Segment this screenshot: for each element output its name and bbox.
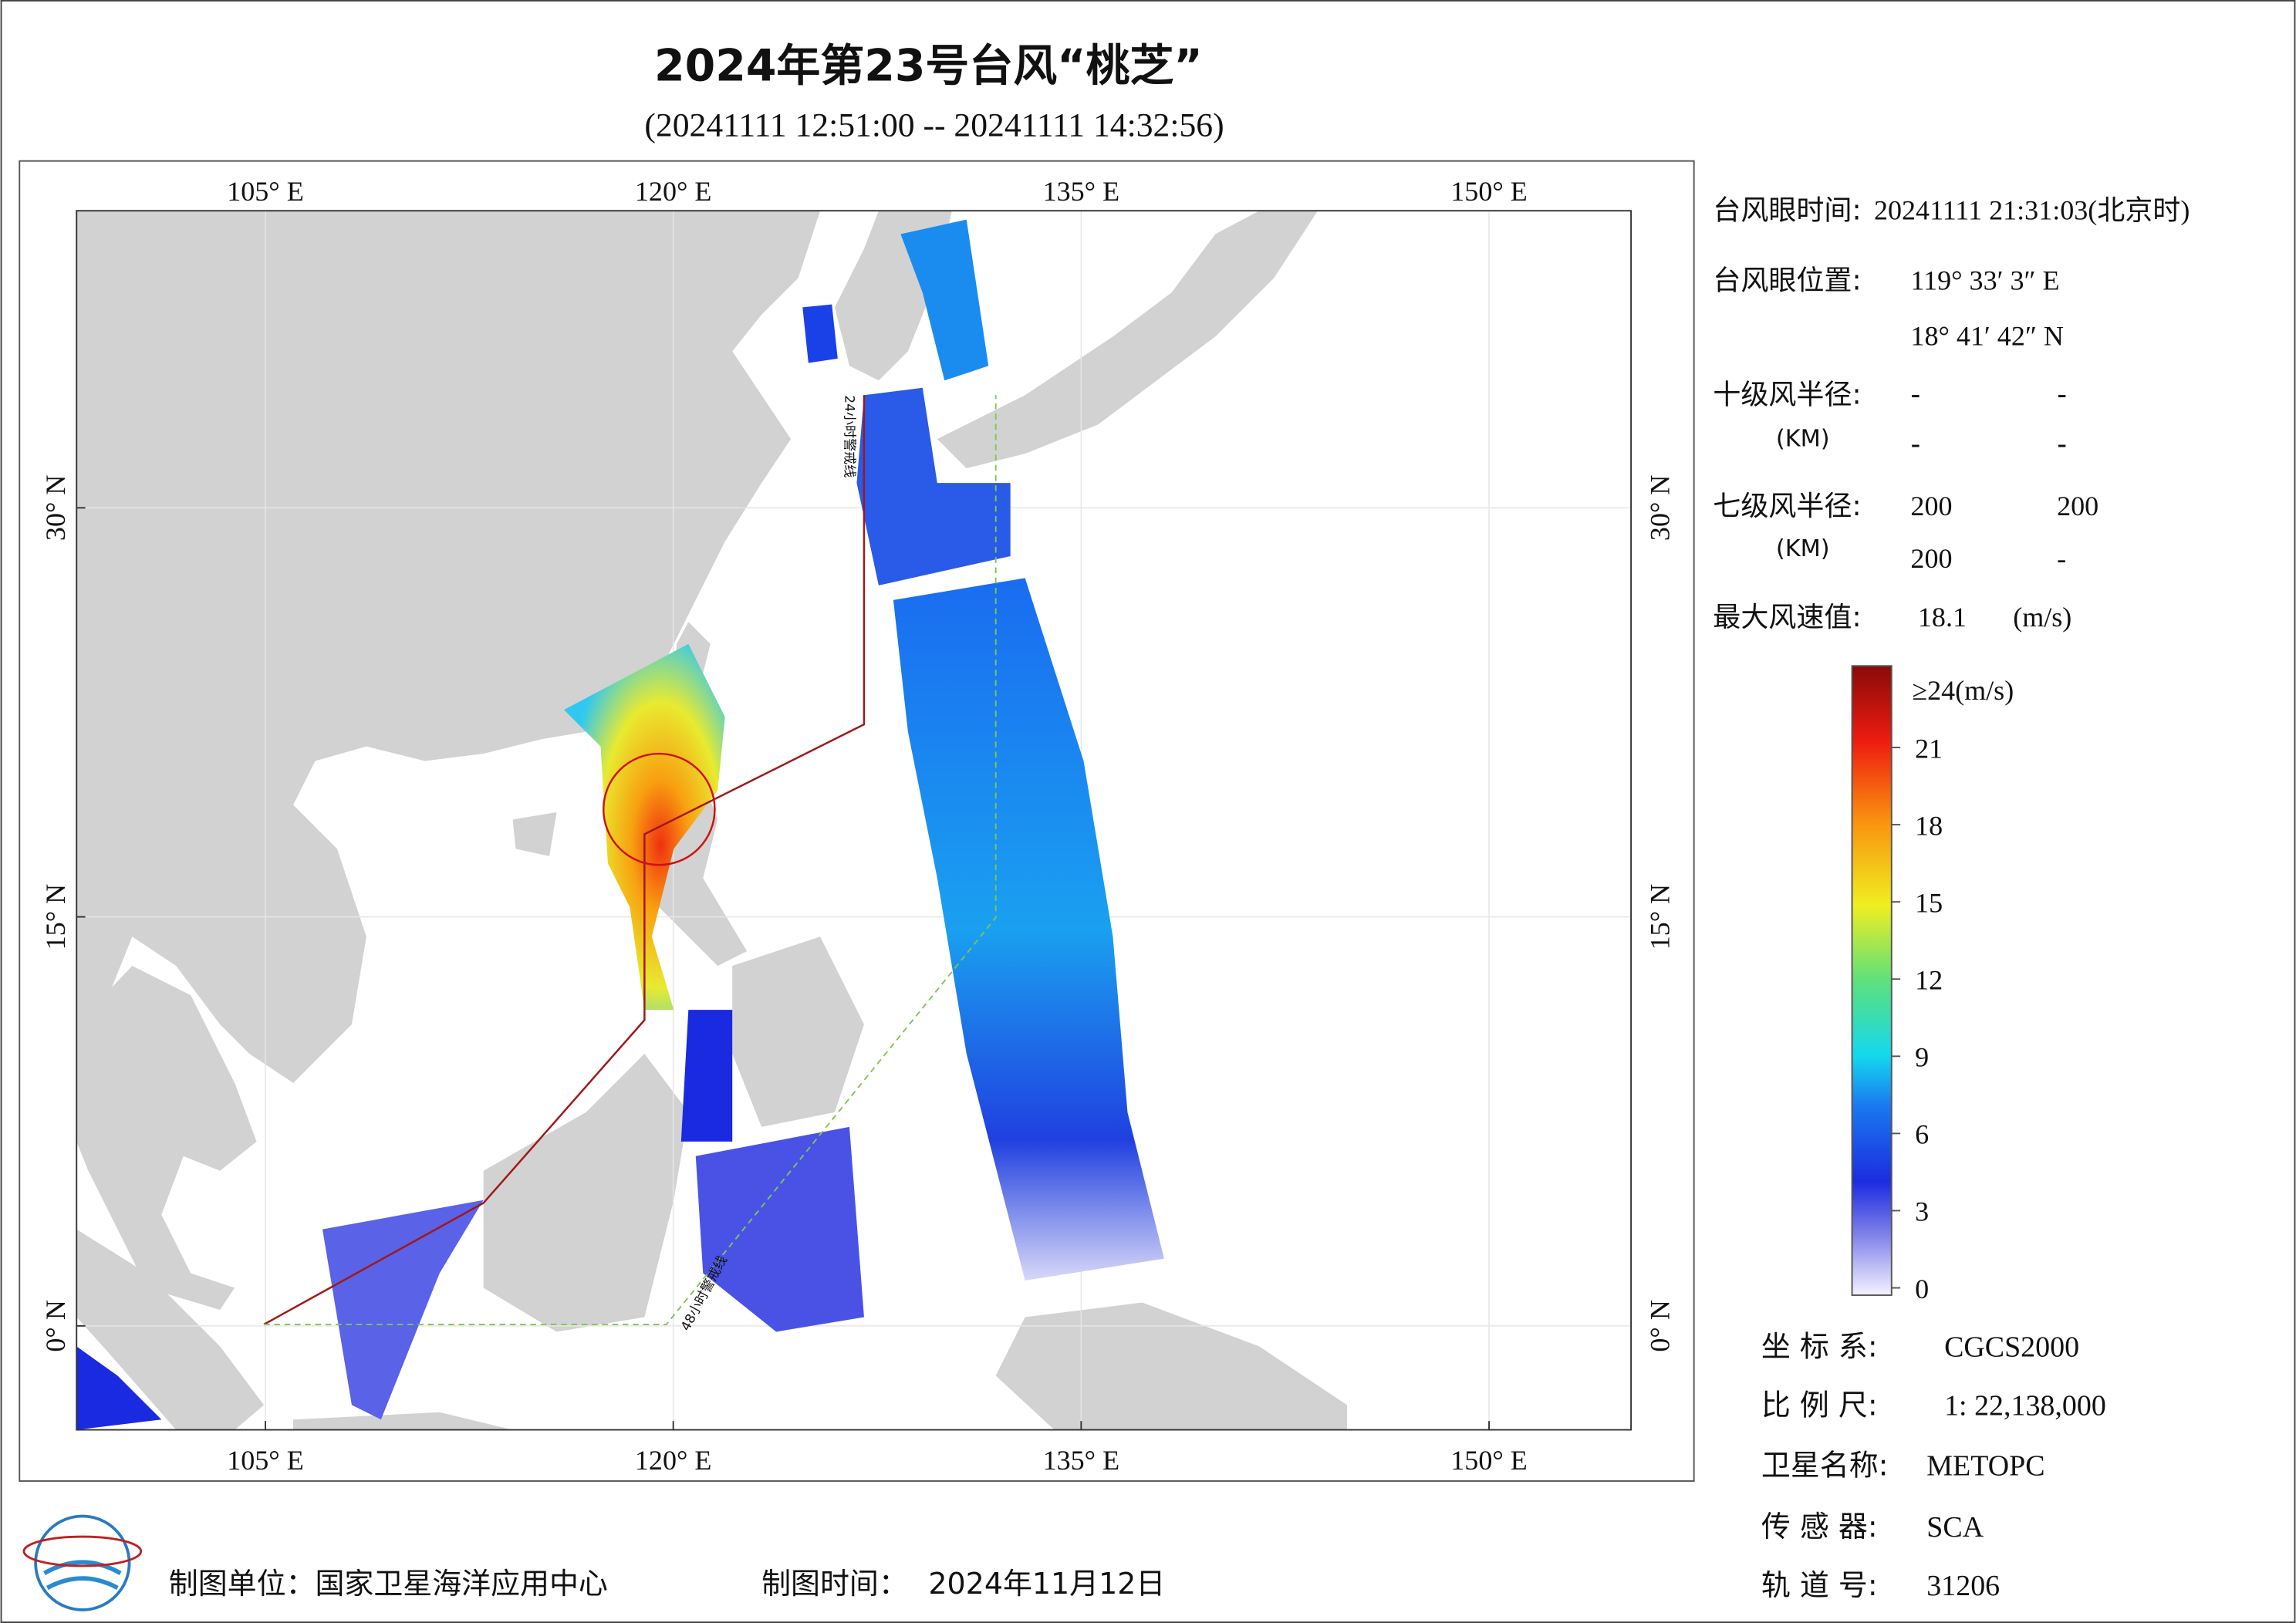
r7-value: 200 [1910, 543, 1952, 574]
lat-tick-label: 15° N [40, 884, 71, 950]
sensor-label: 传 感 器: [1761, 1510, 1878, 1544]
r10-value: - [1910, 380, 1920, 411]
meta-panel: 坐 标 系: CGCS2000 比 例 尺: 1: 22,138,000 卫星名… [1761, 1330, 2106, 1602]
footer-unit: 制图单位：国家卫星海洋应用中心 [169, 1567, 608, 1601]
r10-value: - [1910, 429, 1920, 461]
colorbar-ticks: 0 3 6 9 12 15 18 21 ≥24(m/s) [1891, 675, 2014, 1304]
colorbar-tick-label: 6 [1915, 1119, 1929, 1150]
colorbar-tick-label: 0 [1915, 1274, 1929, 1304]
r7-value: 200 [2057, 491, 2098, 521]
crs-label: 坐 标 系: [1761, 1330, 1878, 1364]
map-border [19, 160, 1695, 1482]
r10-value: - [2057, 380, 2067, 411]
r10-unit: (KM) [1776, 426, 1830, 453]
lon-tick-label: 105° E [227, 176, 303, 207]
footer-time: 2024年11月12日 [928, 1567, 1165, 1601]
lon-tick-label: 135° E [1043, 176, 1119, 207]
r10-value: - [2057, 429, 2067, 461]
max-label: 最大风速值: [1713, 602, 1861, 633]
r7-label: 七级风半径: [1713, 491, 1861, 522]
r10-label: 十级风半径: [1713, 380, 1861, 411]
colorbar [1851, 665, 1893, 1296]
colorbar-tick-label: 21 [1915, 733, 1943, 764]
lon-tick-label: 105° E [227, 1445, 303, 1476]
lon-tick-label: 135° E [1043, 1445, 1119, 1476]
eye-pos-label: 台风眼位置: [1713, 265, 1861, 297]
title: 2024年第23号台风“桃芝” [654, 40, 1203, 91]
max-unit: (m/s) [2013, 602, 2071, 633]
eye-lon: 119° 33′ 3″ E [1910, 265, 2059, 296]
sat: METOPC [1926, 1449, 2044, 1482]
scale-label: 比 例 尺: [1761, 1388, 1878, 1422]
colorbar-tick-label: 9 [1915, 1042, 1929, 1073]
eye-time-label: 台风眼时间: [1713, 195, 1861, 227]
colorbar-tick-label: 15 [1915, 887, 1943, 918]
r7-unit: (KM) [1776, 535, 1830, 562]
crs: CGCS2000 [1944, 1331, 2079, 1364]
lon-tick-label: 120° E [635, 1445, 711, 1476]
wind-swaths [76, 219, 1164, 1430]
lon-tick-label: 120° E [635, 176, 711, 207]
eye-time: 20241111 21:31:03(北京时) [1874, 195, 2190, 226]
lat-tick-label: 0° N [1644, 1300, 1675, 1351]
subtitle: (20241111 12:51:00 -- 20241111 14:32:56) [644, 106, 1224, 143]
logo [22, 1514, 143, 1611]
map-axes [76, 210, 1633, 1431]
lon-tick-label: 150° E [1450, 1445, 1527, 1476]
map: 24小时警戒线 48小时警戒线 [76, 211, 1632, 1430]
r7-value: 200 [1910, 491, 1952, 521]
info-panel: 台风眼时间: 20241111 21:31:03(北京时) 台风眼位置: 119… [1713, 195, 2190, 633]
colorbar-max-label: ≥24(m/s) [1912, 675, 2014, 706]
lon-tick-label: 150° E [1450, 176, 1527, 207]
lat-tick-label: 0° N [40, 1300, 71, 1351]
r7-value: - [2057, 543, 2066, 574]
colorbar-tick-label: 18 [1915, 810, 1943, 841]
orbit-label: 轨 道 号: [1761, 1568, 1878, 1602]
warning-lines [263, 395, 997, 1326]
lat-tick-label: 30° N [40, 475, 71, 541]
colorbar-tick-label: 3 [1915, 1196, 1929, 1227]
scale: 1: 22,138,000 [1944, 1390, 2106, 1422]
lat-tick-label: 30° N [1644, 475, 1675, 541]
footer-time-label: 制图时间： [761, 1567, 908, 1601]
sat-label: 卫星名称: [1761, 1448, 1889, 1482]
max-value: 18.1 [1918, 602, 1967, 633]
lat-tick-label: 15° N [1644, 884, 1675, 950]
sensor: SCA [1926, 1511, 1984, 1544]
eye-lat: 18° 41′ 42″ N [1910, 321, 2063, 352]
axis-ticks: 105° E 105° E 120° E 120° E 135° E 135° E 150°… [40, 176, 1675, 1476]
line-24h-label: 24小时警戒线 [841, 395, 856, 477]
orbit: 31206 [1926, 1570, 2000, 1602]
colorbar-tick-label: 12 [1915, 965, 1943, 996]
